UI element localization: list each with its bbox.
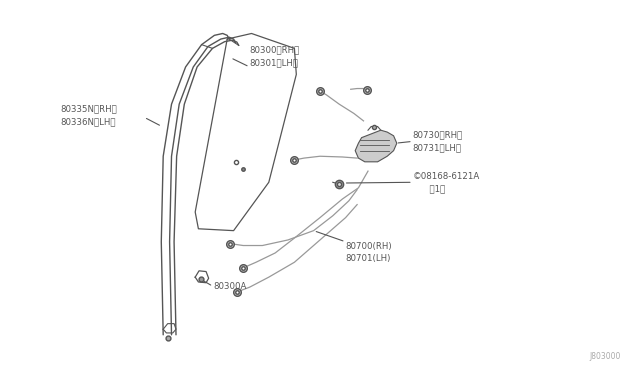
Polygon shape [355,130,397,162]
Text: 80700(RH)
80701(LH): 80700(RH) 80701(LH) [346,242,392,263]
Text: 80730〈RH〉
80731〈LH〉: 80730〈RH〉 80731〈LH〉 [413,131,463,152]
Text: 80300A: 80300A [213,282,246,291]
Text: 80300〈RH〉
80301〈LH〉: 80300〈RH〉 80301〈LH〉 [250,45,300,67]
Text: ©08168-6121A
      、1）: ©08168-6121A 、1） [413,171,480,193]
Text: 80335N〈RH〉
80336N〈LH〉: 80335N〈RH〉 80336N〈LH〉 [61,105,118,126]
Text: J803000: J803000 [589,352,621,361]
